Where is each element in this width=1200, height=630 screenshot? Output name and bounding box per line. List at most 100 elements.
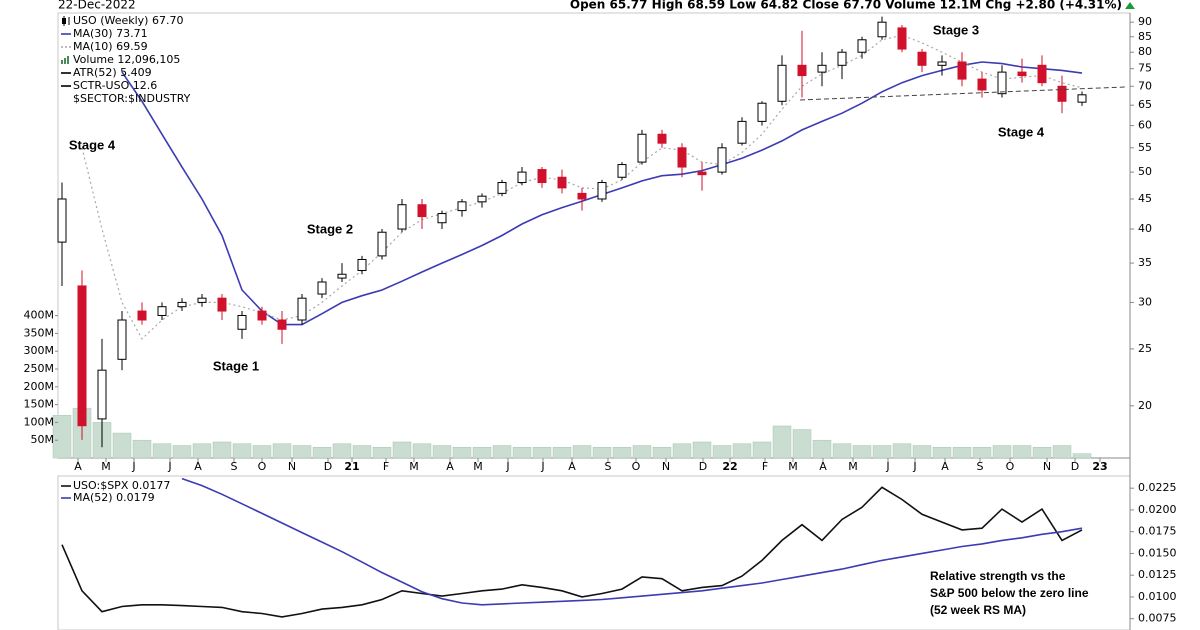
volume-bar: [312, 447, 332, 459]
volume-tick-label: 400M: [24, 309, 55, 322]
volume-bar: [172, 445, 192, 459]
candle-body: [377, 231, 387, 257]
x-tick-label: O: [258, 460, 267, 473]
x-tick-label: O: [1006, 460, 1015, 473]
y-tick-label: 0.0200: [1138, 503, 1177, 516]
rs-note: (52 week RS MA): [930, 603, 1026, 617]
legend-entry: USO:$SPX 0.0177: [73, 479, 170, 492]
volume-bar: [992, 445, 1012, 459]
candle-body: [157, 306, 167, 316]
volume-bar: [692, 441, 712, 459]
y-tick-label: 25: [1138, 342, 1152, 355]
candle-body: [117, 319, 127, 360]
x-tick-label: D: [1071, 460, 1079, 473]
quote-summary: Open 65.77 High 68.59 Low 64.82 Close 67…: [570, 0, 1122, 12]
x-tick-label: 23: [1092, 460, 1107, 473]
y-tick-label: 20: [1138, 399, 1152, 412]
candle-body: [997, 71, 1007, 95]
volume-tick-label: 300M: [24, 344, 55, 357]
candle-body: [397, 204, 407, 230]
y-tick-label: 35: [1138, 256, 1152, 269]
candle-body: [677, 147, 687, 168]
volume-bar: [612, 447, 632, 459]
candle-body: [77, 285, 87, 427]
x-tick-label: J: [167, 460, 171, 473]
x-tick-label: F: [762, 460, 768, 473]
x-tick-label: M: [409, 460, 419, 473]
trend-line: [799, 86, 1126, 101]
y-tick-label: 75: [1138, 62, 1152, 75]
candle-body: [517, 171, 527, 184]
series-line: [181, 477, 1083, 606]
volume-tick-label: 100M: [24, 415, 55, 428]
candle-body: [357, 258, 367, 271]
volume-bar: [872, 445, 892, 459]
volume-bar: [632, 445, 652, 459]
legend-entry: SCTR-USO 12.6: [73, 79, 157, 92]
x-tick-label: M: [101, 460, 111, 473]
legend-entry: MA(52) 0.0179: [73, 491, 155, 504]
volume-bar: [852, 445, 872, 459]
volume-bar: [952, 447, 972, 459]
volume-bar: [772, 425, 792, 459]
volume-bar: [192, 443, 212, 459]
x-tick-label: M: [848, 460, 858, 473]
y-tick-label: 0.0175: [1138, 525, 1177, 538]
volume-bar: [972, 447, 992, 459]
y-tick-label: 0.0125: [1138, 568, 1177, 581]
volume-bar: [452, 447, 472, 459]
volume-tick-label: 50M: [31, 433, 55, 446]
volume-bar: [412, 443, 432, 459]
y-tick-label: 0.0150: [1138, 546, 1177, 559]
x-tick-label: A: [446, 460, 454, 473]
candle-body: [957, 61, 967, 80]
candle-body: [237, 314, 247, 330]
legend-entry: Volume 12,096,105: [73, 53, 180, 66]
candle-body: [317, 281, 327, 295]
legend-icon: [64, 58, 66, 64]
legend-entry: $SECTOR:$INDUSTRY: [73, 92, 191, 105]
candle-body: [197, 297, 207, 303]
x-tick-label: A: [819, 460, 827, 473]
volume-bar: [812, 439, 832, 459]
x-tick-label: D: [699, 460, 707, 473]
x-tick-label: M: [788, 460, 798, 473]
candle-body: [737, 120, 747, 144]
volume-bar: [652, 447, 672, 459]
volume-bar: [792, 429, 812, 459]
volume-bar: [1012, 445, 1032, 459]
x-tick-label: S: [605, 460, 612, 473]
volume-bar: [512, 447, 532, 459]
y-tick-label: 0.0100: [1138, 590, 1177, 603]
x-tick-label: F: [383, 460, 389, 473]
stage-label: Stage 4: [69, 137, 116, 152]
candle-body: [857, 39, 867, 53]
candle-body: [477, 195, 487, 203]
volume-tick-label: 200M: [24, 380, 55, 393]
x-tick-label: A: [74, 460, 82, 473]
candle-body: [917, 51, 927, 66]
candle-body: [577, 192, 587, 200]
x-tick-label: N: [288, 460, 296, 473]
y-tick-label: 55: [1138, 141, 1152, 154]
rs-note: S&P 500 below the zero line: [930, 586, 1089, 600]
volume-bar: [432, 445, 452, 459]
volume-tick-label: 150M: [24, 398, 55, 411]
volume-bar: [112, 432, 132, 459]
volume-tick-label: 250M: [24, 362, 55, 375]
y-tick-label: 50: [1138, 165, 1152, 178]
volume-bar: [472, 447, 492, 459]
candle-body: [897, 27, 907, 50]
candle-body: [617, 164, 627, 178]
x-tick-label: M: [473, 460, 483, 473]
x-tick-label: 22: [722, 460, 737, 473]
candle-body: [57, 198, 67, 243]
x-tick-label: D: [324, 460, 332, 473]
candle-body: [697, 171, 707, 176]
candle-body: [137, 310, 147, 321]
candle-body: [817, 64, 827, 73]
series-line: [61, 486, 1083, 618]
stage-label: Stage 2: [307, 221, 353, 236]
y-tick-label: 0.0075: [1138, 612, 1177, 625]
